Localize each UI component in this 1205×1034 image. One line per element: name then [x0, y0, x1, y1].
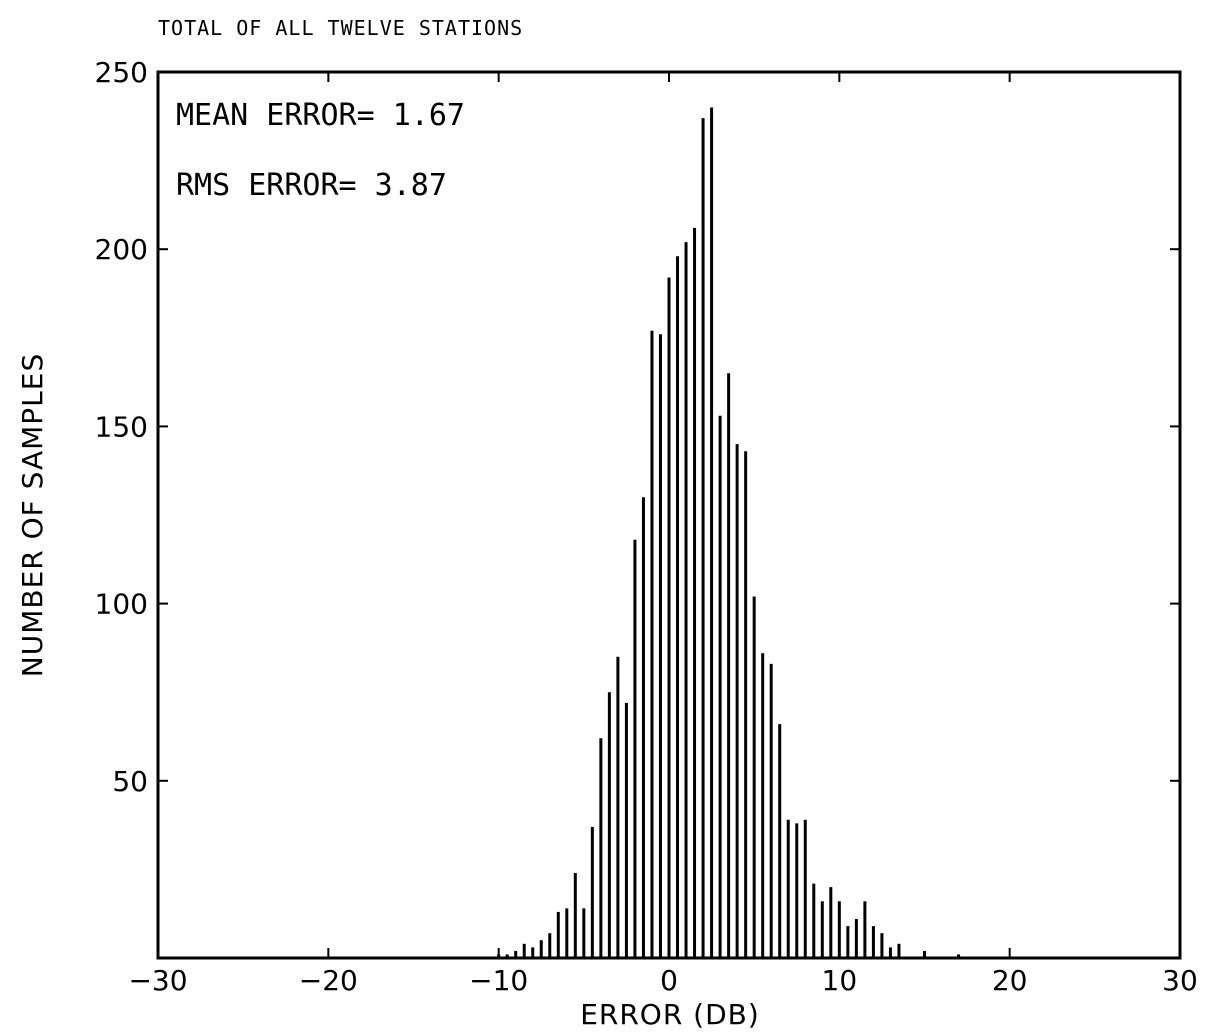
x-tick-label: 30 [1162, 964, 1198, 997]
x-tick-label: −20 [299, 964, 358, 997]
x-tick-label: −10 [469, 964, 528, 997]
x-axis-label: ERROR (DB) [580, 998, 760, 1031]
chart-title: TOTAL OF ALL TWELVE STATIONS [158, 16, 523, 40]
x-tick-label: 0 [660, 964, 678, 997]
y-tick-label: 150 [95, 410, 148, 443]
mean-error-annotation: MEAN ERROR= 1.67 [176, 98, 465, 133]
rms-error-annotation: RMS ERROR= 3.87 [176, 168, 447, 203]
x-tick-label: −30 [128, 964, 187, 997]
y-tick-label: 100 [95, 588, 148, 621]
x-axis-ticks: −30 −20 −10 0 10 20 30 [128, 72, 1198, 997]
bars-group [497, 107, 961, 958]
x-tick-label: 20 [992, 964, 1028, 997]
y-axis-ticks: 50 100 150 200 250 [95, 56, 1180, 798]
y-tick-label: 50 [112, 765, 148, 798]
y-tick-label: 250 [95, 56, 148, 89]
y-tick-label: 200 [95, 233, 148, 266]
y-axis-label: NUMBER OF SAMPLES [16, 353, 49, 677]
x-tick-label: 10 [822, 964, 858, 997]
